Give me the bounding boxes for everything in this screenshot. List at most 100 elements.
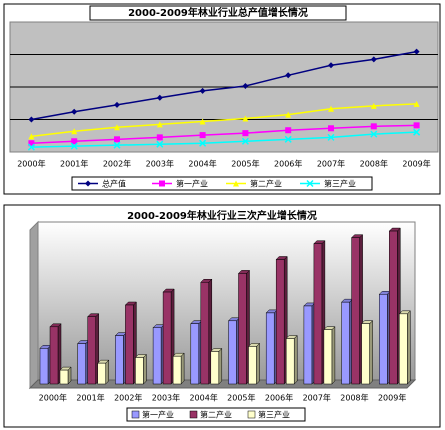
- marker: [71, 138, 78, 145]
- marker: [242, 83, 249, 90]
- x-tick-label: 2006年: [265, 393, 293, 403]
- bar: [77, 339, 90, 385]
- marker: [284, 135, 292, 143]
- marker: [370, 102, 377, 109]
- legend-label: 第一产业: [142, 410, 174, 420]
- marker: [85, 180, 91, 187]
- marker: [370, 56, 377, 63]
- x-tick-label: 2006年: [274, 159, 302, 169]
- bar: [152, 324, 165, 385]
- bar: [39, 344, 52, 385]
- bar: [227, 317, 241, 385]
- marker: [233, 180, 239, 187]
- x-tick-label: 2000年: [17, 159, 45, 169]
- bar: [360, 320, 374, 385]
- bar: [134, 353, 148, 385]
- x-tick-label: 2005年: [227, 393, 255, 403]
- marker: [28, 116, 35, 123]
- bar: [265, 309, 278, 385]
- legend-label: 第二产业: [250, 179, 282, 189]
- marker: [327, 133, 335, 141]
- marker: [28, 133, 35, 140]
- legend-label: 总产值: [102, 179, 126, 189]
- x-tick-label: 2001年: [76, 393, 104, 403]
- x-tick-label: 2004年: [189, 393, 217, 403]
- legend-label: 第二产业: [200, 410, 232, 420]
- series-line: [31, 124, 417, 144]
- bar: [190, 320, 203, 385]
- bar: [340, 298, 354, 385]
- marker: [199, 118, 206, 125]
- marker: [285, 72, 292, 79]
- bar: [200, 278, 213, 385]
- x-tick-label: 2001年: [60, 159, 88, 169]
- bar: [285, 334, 298, 385]
- bar: [323, 326, 336, 385]
- chart-title: 2000-2009年林业行业三次产业增长情况: [127, 209, 317, 222]
- bar: [247, 342, 261, 385]
- marker: [370, 130, 378, 138]
- marker: [114, 124, 120, 131]
- series-line: [31, 131, 417, 148]
- bar: [237, 269, 251, 385]
- x-tick-label: 2002年: [103, 159, 131, 169]
- legend: [71, 176, 373, 191]
- legend-label: 第三产业: [258, 410, 290, 420]
- marker: [242, 130, 249, 137]
- marker: [199, 139, 207, 147]
- x-tick-label: 2007年: [317, 159, 345, 169]
- side-wall: [29, 220, 39, 390]
- marker: [285, 111, 292, 118]
- bar: [59, 366, 72, 385]
- marker: [113, 141, 121, 149]
- marker: [242, 115, 249, 122]
- x-tick-label: 2003年: [152, 393, 180, 403]
- legend-swatch: [131, 410, 140, 419]
- marker: [70, 142, 78, 150]
- bar: [97, 359, 110, 385]
- marker: [328, 125, 334, 132]
- marker: [28, 140, 35, 147]
- x-tick-label: 2005年: [231, 159, 259, 169]
- series-line: [31, 50, 417, 121]
- bar: [162, 288, 175, 385]
- chart-title: 2000-2009年林业行业总产值增长情况: [128, 6, 308, 19]
- bar: [172, 352, 185, 385]
- bar: [350, 234, 364, 385]
- x-tick-label: 2008年: [360, 159, 388, 169]
- bar: [87, 313, 100, 385]
- legend-swatch: [189, 410, 198, 419]
- marker: [306, 179, 314, 188]
- x-tick-label: 2004年: [188, 159, 216, 169]
- marker: [285, 127, 292, 134]
- x-tick-label: 2000年: [39, 393, 67, 403]
- marker: [370, 123, 377, 130]
- marker: [413, 100, 420, 107]
- bar: [114, 332, 128, 385]
- bar: [303, 302, 316, 385]
- marker: [114, 101, 120, 108]
- series-line: [31, 103, 417, 138]
- marker: [241, 137, 249, 145]
- marker: [413, 128, 421, 136]
- title-box: [89, 5, 347, 21]
- bar: [313, 240, 326, 385]
- marker: [199, 132, 206, 139]
- x-tick-label: 2009年: [402, 159, 430, 169]
- bar: [275, 255, 288, 385]
- marker: [156, 134, 163, 141]
- x-tick-label: 2009年: [378, 393, 406, 403]
- bar: [49, 323, 62, 385]
- marker: [413, 122, 420, 129]
- x-tick-label: 2008年: [340, 393, 368, 403]
- bar: [398, 310, 411, 385]
- bar: [210, 347, 223, 385]
- x-tick-label: 2003年: [146, 159, 174, 169]
- marker: [413, 48, 420, 55]
- legend: [126, 407, 306, 422]
- legend-swatch: [247, 410, 256, 419]
- marker: [159, 180, 165, 187]
- marker: [156, 140, 164, 148]
